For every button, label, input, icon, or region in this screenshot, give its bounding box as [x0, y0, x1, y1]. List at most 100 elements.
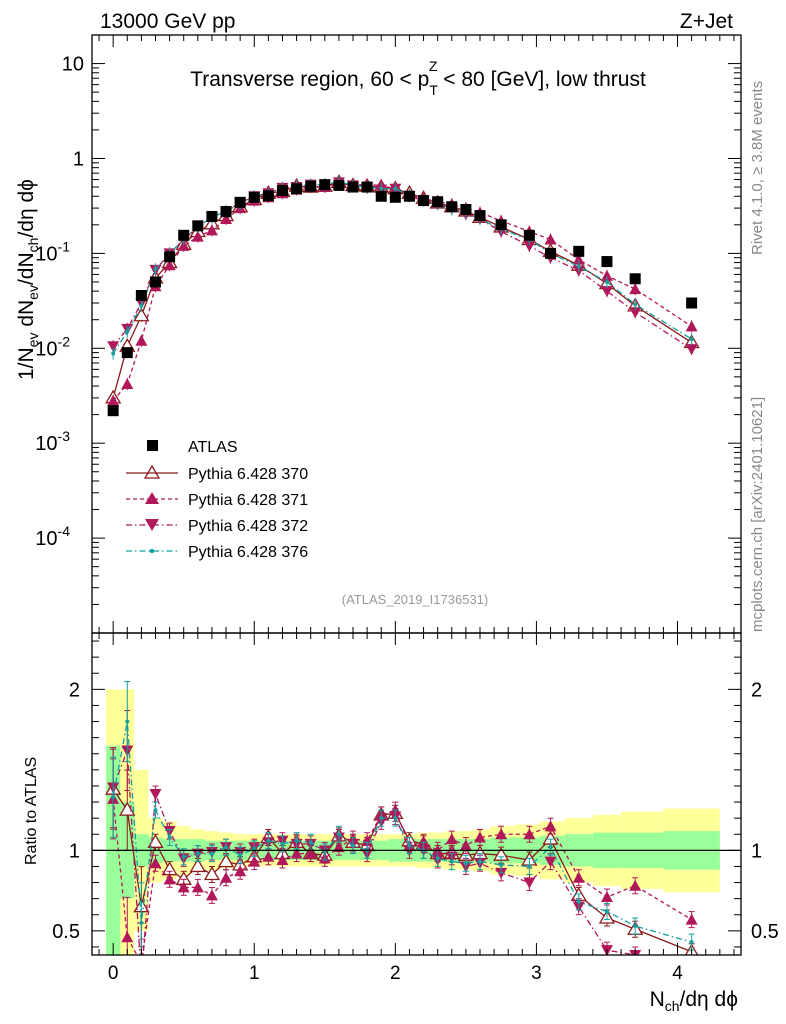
x-axis-label: Nch/dη dϕ: [650, 988, 738, 1014]
ratio-point: [262, 850, 275, 862]
data-point: [600, 286, 613, 298]
ratio-point: [523, 877, 536, 889]
ratio-tick-label: 0.5: [52, 921, 80, 943]
ratio-point: [266, 838, 271, 843]
data-point: [572, 253, 585, 265]
ratio-line: [112, 798, 692, 955]
ratio-point: [248, 855, 261, 867]
ratio-point: [686, 958, 698, 969]
data-point: [319, 179, 331, 191]
ratio-tick-label-right: 1: [751, 840, 762, 862]
data-point: [573, 245, 585, 257]
analysis-watermark: (ATLAS_2019_I1736531): [342, 592, 488, 607]
data-point: [220, 213, 233, 225]
legend-marker-371: [145, 492, 159, 504]
legend-marker-atlas: [147, 440, 158, 451]
data-point: [191, 230, 204, 242]
series-main-4: [111, 175, 694, 360]
data-point: [545, 247, 557, 259]
ratio-line: [112, 750, 640, 955]
ratio-point: [280, 841, 285, 846]
y-tick-label: 10-2: [35, 333, 70, 360]
data-point: [446, 201, 458, 213]
ratio-point: [304, 847, 317, 859]
data-point: [604, 279, 609, 284]
ratio-point: [495, 867, 508, 879]
ratio-point: [189, 858, 206, 873]
ratio-point: [149, 857, 162, 869]
ratio-y-axis-label: Ratio to ATLAS: [23, 757, 40, 865]
ratio-tick-label-right: 0.5: [751, 921, 779, 943]
data-point: [544, 233, 557, 245]
ratio-point: [238, 853, 243, 858]
y-tick-label: 10: [62, 54, 84, 76]
title-sub: T: [429, 82, 438, 98]
ratio-point: [191, 881, 204, 893]
series-line: [112, 180, 692, 354]
ratio-point: [495, 828, 508, 840]
ratio-point: [435, 856, 440, 861]
ratio-point: [121, 931, 134, 943]
data-point: [139, 303, 144, 308]
data-point: [164, 251, 176, 263]
title-sup: Z: [429, 58, 438, 74]
process-label: Z+Jet: [680, 10, 733, 33]
data-point: [206, 210, 218, 222]
ratio-point: [167, 835, 172, 840]
y-tick-label: 1: [73, 148, 84, 170]
ratio-tick-label: 2: [69, 679, 80, 701]
series-line: [112, 183, 692, 402]
ratio-point: [463, 861, 468, 866]
data-point: [403, 190, 415, 202]
data-point: [495, 219, 507, 231]
ratio-point: [139, 920, 144, 925]
ratio-point: [308, 840, 313, 845]
x-tick-label: 0: [108, 963, 119, 984]
data-point: [149, 276, 161, 288]
data-point: [291, 183, 303, 195]
ratio-point: [449, 859, 454, 864]
ratio-point: [473, 831, 486, 843]
data-point: [276, 184, 288, 196]
ratio-point: [111, 795, 116, 800]
ratio-point: [379, 816, 384, 821]
ratio-point: [149, 789, 162, 800]
x-tick-label: 3: [531, 963, 542, 984]
ratio-point: [177, 881, 190, 893]
series-main-atlas: [107, 179, 698, 417]
ratio-point: [217, 853, 235, 868]
data-point: [347, 181, 359, 193]
y-axis-label: 1/Nev dNev/dNch/dη dϕ: [15, 179, 41, 380]
data-point: [418, 195, 430, 207]
ratio-uncertainty-bands: [106, 689, 720, 955]
ratio-tick-label: 1: [69, 840, 80, 862]
legend-label-370: Pythia 6.428 370: [188, 466, 308, 483]
data-point: [685, 344, 698, 356]
legend-entry-372: Pythia 6.428 372: [126, 518, 308, 535]
ratio-plot-frame: [91, 632, 742, 956]
ratio-point: [445, 833, 458, 845]
ratio-point: [203, 866, 221, 881]
ratio-point: [417, 836, 430, 848]
data-point: [576, 264, 581, 269]
ratio-point: [252, 846, 257, 851]
title-part-a: Transverse region, 60 < p: [190, 68, 429, 91]
ratio-point: [604, 909, 609, 914]
ratio-point: [336, 832, 341, 837]
data-point: [474, 210, 486, 222]
data-point: [220, 206, 232, 218]
ratio-point: [153, 808, 158, 813]
data-point: [523, 240, 536, 252]
ratio-point: [393, 816, 398, 821]
data-point: [125, 329, 130, 334]
ratio-point: [459, 839, 472, 851]
ratio-point: [629, 879, 642, 891]
ratio-point: [576, 899, 581, 904]
legend-entry-370: Pythia 6.428 370: [126, 464, 308, 483]
data-point: [153, 267, 158, 272]
data-point: [107, 394, 120, 406]
data-point: [121, 347, 133, 359]
data-point: [685, 320, 698, 332]
data-point: [107, 405, 119, 417]
